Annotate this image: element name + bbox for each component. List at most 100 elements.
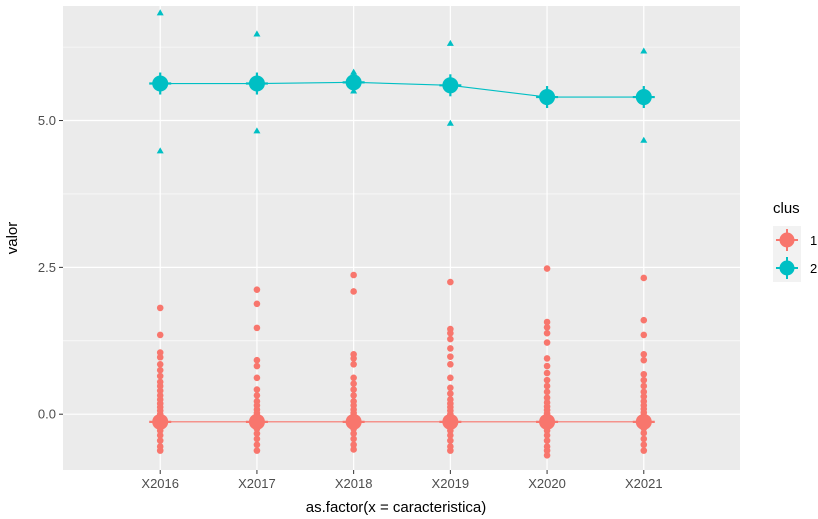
data-point-series-1 [640, 393, 648, 400]
x-tick-label: X2018 [335, 476, 373, 491]
data-point-series-1 [640, 429, 648, 437]
x-axis-title: as.factor(x = caracteristica) [306, 499, 486, 516]
legend-title: clus [773, 200, 800, 217]
data-point-series-1 [543, 432, 551, 439]
data-point-series-1 [447, 329, 454, 337]
summary-point-series-1 [539, 413, 556, 430]
data-point-series-1 [253, 324, 261, 332]
data-point-series-1 [156, 447, 164, 454]
data-point-series-1 [447, 345, 454, 352]
data-point-series-1 [447, 437, 454, 444]
data-point-series-1 [253, 374, 261, 382]
series-layer [149, 9, 655, 459]
summary-point-series-2 [635, 89, 652, 106]
legend-key-dot [779, 232, 795, 248]
data-point-series-1 [543, 369, 551, 377]
data-point-series-2 [640, 136, 648, 143]
data-point-series-1 [156, 437, 164, 444]
data-point-series-1 [447, 374, 454, 382]
legend-key-dot [779, 260, 795, 276]
legend-key-1 [776, 229, 798, 251]
data-point-series-1 [640, 388, 648, 396]
y-tick-label: 2.5 [38, 260, 56, 275]
data-point-series-1 [350, 380, 357, 387]
data-point-series-1 [156, 360, 164, 368]
data-point-series-1 [156, 382, 164, 390]
series-1 [149, 265, 655, 459]
summary-point-series-1 [635, 413, 652, 430]
data-point-series-1 [253, 441, 261, 449]
data-point-series-1 [640, 356, 648, 364]
data-point-series-1 [253, 392, 261, 399]
mean-line-series-2 [160, 81, 644, 98]
data-point-series-1 [253, 386, 261, 393]
y-axis-title: valor [4, 222, 21, 255]
data-point-series-1 [350, 374, 357, 382]
data-point-series-1 [447, 432, 454, 439]
data-point-series-1 [350, 441, 357, 449]
y-tick-label: 5.0 [38, 113, 56, 128]
data-point-series-1 [253, 356, 261, 364]
data-point-series-1 [253, 300, 261, 308]
legend: clus 1 2 [773, 200, 817, 282]
data-point-series-1 [253, 430, 261, 437]
data-point-series-1 [543, 339, 551, 346]
data-point-series-2 [156, 147, 164, 154]
data-point-series-1 [253, 435, 261, 443]
data-point-series-1 [543, 382, 551, 390]
x-tick-label: X2021 [625, 476, 663, 491]
data-point-series-1 [253, 447, 261, 454]
data-point-series-2 [640, 47, 648, 54]
data-point-series-2 [446, 39, 454, 46]
data-point-series-1 [543, 355, 551, 362]
summary-point-series-2 [345, 74, 362, 91]
data-point-series-1 [447, 278, 454, 286]
summary-point-series-2 [442, 77, 459, 94]
data-point-series-1 [447, 360, 454, 368]
data-point-series-1 [543, 388, 551, 396]
data-point-series-1 [447, 335, 454, 343]
data-point-series-1 [640, 441, 648, 449]
summary-point-series-1 [248, 413, 265, 430]
data-point-series-1 [350, 446, 357, 453]
data-point-series-1 [447, 390, 454, 397]
data-point-series-1 [156, 353, 164, 361]
summary-point-series-2 [539, 89, 556, 106]
data-point-series-1 [156, 304, 164, 312]
data-point-series-1 [350, 430, 357, 437]
data-point-series-1 [640, 316, 648, 324]
data-point-series-1 [156, 349, 164, 356]
data-point-series-1 [350, 288, 357, 295]
legend-key-2 [776, 257, 798, 279]
data-point-series-1 [447, 384, 454, 392]
data-point-series-1 [350, 355, 357, 362]
legend-label-1: 1 [810, 233, 817, 248]
data-point-series-1 [640, 350, 648, 358]
axes: 0.0 2.5 5.0 X2016 X2017 X2018 X2019 X2020 X2021 [38, 113, 663, 491]
data-point-series-1 [640, 435, 648, 443]
data-point-series-1 [543, 437, 551, 444]
data-point-series-1 [543, 318, 551, 326]
x-tick-label: X2017 [238, 476, 276, 491]
data-point-series-1 [253, 362, 261, 370]
x-tick-label: X2019 [432, 476, 470, 491]
data-point-series-1 [350, 386, 357, 393]
data-point-series-1 [156, 432, 164, 439]
data-point-series-1 [543, 362, 551, 370]
data-point-series-1 [447, 447, 454, 454]
data-point-series-2 [253, 127, 261, 134]
data-point-series-2 [446, 119, 454, 126]
data-point-series-1 [350, 360, 357, 368]
data-point-series-1 [350, 271, 357, 279]
data-point-series-1 [156, 387, 164, 395]
series-2 [149, 9, 655, 154]
legend-label-2: 2 [810, 261, 817, 276]
summary-point-series-2 [248, 75, 265, 92]
y-tick-label: 0.0 [38, 407, 56, 422]
data-point-series-1 [640, 331, 648, 339]
data-point-series-1 [447, 353, 454, 360]
data-point-series-1 [156, 366, 164, 374]
data-point-series-1 [543, 394, 551, 402]
summary-point-series-1 [345, 413, 362, 430]
